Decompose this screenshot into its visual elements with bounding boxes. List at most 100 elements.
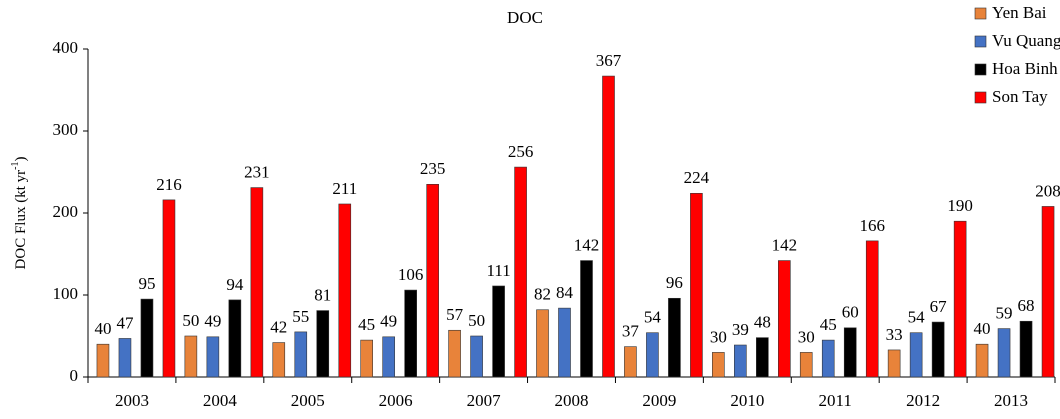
x-tick-label: 2007 xyxy=(467,391,502,410)
x-tick-label: 2012 xyxy=(906,391,940,410)
bar xyxy=(931,321,945,378)
y-tick-label: 300 xyxy=(53,120,79,139)
data-label: 256 xyxy=(508,142,534,161)
data-label: 59 xyxy=(996,304,1013,323)
data-label: 142 xyxy=(772,235,798,254)
data-label: 40 xyxy=(94,319,111,338)
y-axis-label-text: DOC Flux (kt yr xyxy=(13,170,29,270)
data-label: 95 xyxy=(138,274,155,293)
bar xyxy=(338,203,352,378)
data-label: 30 xyxy=(798,327,815,346)
data-label: 231 xyxy=(244,162,270,181)
data-label: 82 xyxy=(534,285,551,304)
bar xyxy=(975,343,989,378)
bar xyxy=(316,310,330,378)
bar xyxy=(887,349,901,378)
data-label: 60 xyxy=(842,303,859,322)
bar xyxy=(799,352,813,378)
bar xyxy=(470,335,483,378)
x-tick-label: 2008 xyxy=(555,391,589,410)
bar xyxy=(734,344,747,378)
bar xyxy=(712,352,725,378)
data-label: 49 xyxy=(380,312,397,331)
bar xyxy=(909,332,923,378)
data-label: 106 xyxy=(398,265,424,284)
bar xyxy=(580,260,593,378)
y-axis-label: DOC Flux (kt yr-1) xyxy=(10,157,29,270)
data-label: 224 xyxy=(684,168,710,187)
y-tick-label: 200 xyxy=(53,202,79,221)
chart-title: DOC xyxy=(507,8,543,27)
y-tick-label: 400 xyxy=(53,38,79,57)
data-label: 190 xyxy=(947,196,973,215)
data-label: 45 xyxy=(358,315,375,334)
bar xyxy=(997,328,1011,378)
bar xyxy=(140,298,154,378)
bar xyxy=(624,346,637,378)
data-label: 111 xyxy=(486,261,510,280)
bar xyxy=(96,343,110,378)
data-label: 42 xyxy=(270,317,287,336)
data-label: 81 xyxy=(314,285,331,304)
data-label: 39 xyxy=(732,320,749,339)
bar xyxy=(206,336,220,378)
bar xyxy=(558,307,571,378)
y-tick-label: 0 xyxy=(70,366,79,385)
x-tick-label: 2009 xyxy=(642,391,676,410)
data-label: 54 xyxy=(644,308,662,327)
bar xyxy=(756,337,769,378)
bar xyxy=(426,184,439,378)
data-label: 45 xyxy=(820,315,837,334)
bar xyxy=(404,289,417,378)
bar xyxy=(514,166,527,378)
x-tick-label: 2004 xyxy=(203,391,238,410)
bar xyxy=(184,335,198,378)
bar xyxy=(228,299,242,378)
data-label: 49 xyxy=(204,312,221,331)
x-tick-label: 2005 xyxy=(291,391,325,410)
bar xyxy=(953,220,967,378)
data-label: 84 xyxy=(556,283,574,302)
bar xyxy=(865,240,879,378)
bar xyxy=(602,75,615,378)
data-label: 47 xyxy=(116,313,134,332)
data-label: 48 xyxy=(754,313,771,332)
data-label: 37 xyxy=(622,322,640,341)
bar xyxy=(294,331,308,378)
data-label: 54 xyxy=(908,308,926,327)
legend-swatch xyxy=(974,63,987,76)
bar xyxy=(360,339,373,378)
data-label: 367 xyxy=(596,51,622,70)
bar xyxy=(448,329,461,378)
bar xyxy=(668,297,681,378)
data-label: 216 xyxy=(156,175,182,194)
y-tick-label: 100 xyxy=(53,284,79,303)
data-label: 166 xyxy=(859,216,885,235)
x-tick-label: 2013 xyxy=(994,391,1028,410)
legend-swatch xyxy=(974,91,987,104)
bar xyxy=(118,338,132,378)
bar xyxy=(162,199,176,378)
data-label: 211 xyxy=(332,179,357,198)
data-label: 142 xyxy=(574,235,600,254)
data-label: 55 xyxy=(292,307,309,326)
data-label: 68 xyxy=(1018,296,1035,315)
bar xyxy=(646,332,659,378)
data-label: 30 xyxy=(710,327,727,346)
legend-label: Hoa Binh xyxy=(992,59,1058,78)
x-tick-label: 2010 xyxy=(730,391,764,410)
x-tick-label: 2006 xyxy=(379,391,413,410)
x-tick-label: 2011 xyxy=(819,391,852,410)
legend-swatch xyxy=(974,7,987,20)
x-tick-label: 2003 xyxy=(115,391,149,410)
data-label: 94 xyxy=(226,275,244,294)
data-label: 57 xyxy=(446,305,464,324)
bar xyxy=(250,187,264,378)
legend-label: Son Tay xyxy=(992,87,1048,106)
bar xyxy=(843,327,857,378)
data-label: 50 xyxy=(182,311,199,330)
bar xyxy=(536,309,549,378)
data-label: 33 xyxy=(886,325,903,344)
y-axis-label-superscript: -1 xyxy=(10,162,21,170)
